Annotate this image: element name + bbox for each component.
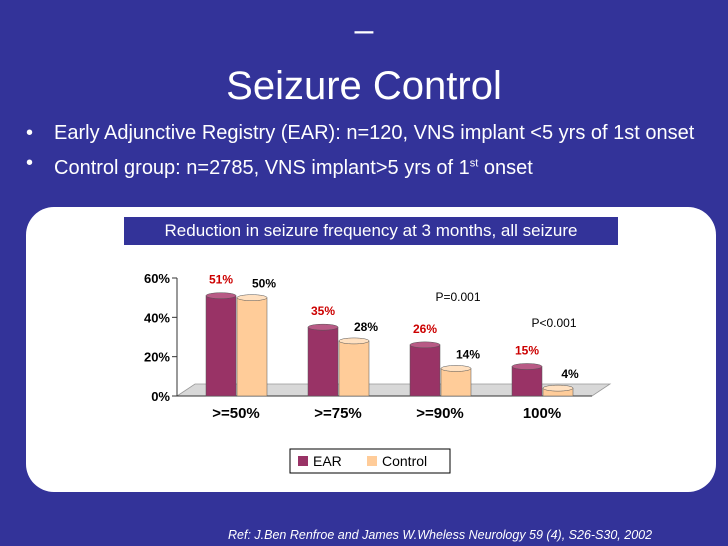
data-label: 14% xyxy=(456,347,480,361)
category-label: >=75% xyxy=(314,405,362,422)
bullet-text: Control group: n=2785, VNS implant>5 yrs… xyxy=(54,156,533,179)
annotation-p-001: P=0.001 xyxy=(435,290,480,304)
data-label: 15% xyxy=(515,344,539,358)
bar-top xyxy=(511,363,543,370)
slide-title: Seizure Control xyxy=(226,64,502,108)
chart-title: Reduction in seizure frequency at 3 mont… xyxy=(124,217,618,245)
bar-top xyxy=(440,365,472,372)
title-dash: – xyxy=(354,11,374,49)
data-label: 50% xyxy=(252,277,276,291)
bar-top xyxy=(542,384,574,392)
bar-ear xyxy=(409,344,441,397)
bar-control xyxy=(440,368,472,397)
data-label: 4% xyxy=(561,367,579,381)
bar-chart: 0% 20% 40% 60% 51% 50% >=50% 35% 28% >=75% 26% 14% >… xyxy=(144,271,612,474)
y-tick-label: 40% xyxy=(144,310,170,325)
bar-ear xyxy=(511,366,543,397)
y-tick-label: 20% xyxy=(144,350,170,365)
bar-control xyxy=(338,340,370,397)
bar-top xyxy=(338,337,370,345)
legend-label-ear: EAR xyxy=(313,453,342,469)
bullet-text: Early Adjunctive Registry (EAR): n=120, … xyxy=(54,122,695,144)
bar-ear xyxy=(205,295,237,397)
legend-swatch-ear xyxy=(298,456,308,466)
reference-citation: Ref: J.Ben Renfroe and James W.Wheless N… xyxy=(228,528,653,542)
data-label: 28% xyxy=(354,320,378,334)
data-label: 51% xyxy=(209,273,233,287)
category-label: 100% xyxy=(523,405,561,422)
data-label: 26% xyxy=(413,322,437,336)
legend-label-control: Control xyxy=(382,453,427,469)
y-tick-label: 0% xyxy=(151,389,170,404)
bar-top xyxy=(307,323,339,331)
bar-top xyxy=(205,292,237,299)
bar-top xyxy=(236,294,268,301)
legend-swatch-control xyxy=(367,456,377,466)
data-label: 35% xyxy=(311,304,335,318)
chart-panel: Reduction in seizure frequency at 3 mont… xyxy=(26,207,716,492)
annotation-p-lt-001: P<0.001 xyxy=(531,316,576,330)
bullet-list: • Early Adjunctive Registry (EAR): n=120… xyxy=(26,120,716,185)
category-label: >=50% xyxy=(212,405,260,422)
bar-control xyxy=(236,297,268,397)
bullet-ear: • Early Adjunctive Registry (EAR): n=120… xyxy=(26,120,716,146)
bullet-mark: • xyxy=(26,152,34,174)
y-tick-label: 60% xyxy=(144,271,170,286)
bar-top xyxy=(409,341,441,349)
bullet-control: • Control group: n=2785, VNS implant>5 y… xyxy=(26,150,716,181)
bar-ear xyxy=(307,326,339,397)
category-label: >=90% xyxy=(416,405,464,422)
bullet-mark: • xyxy=(26,122,34,144)
